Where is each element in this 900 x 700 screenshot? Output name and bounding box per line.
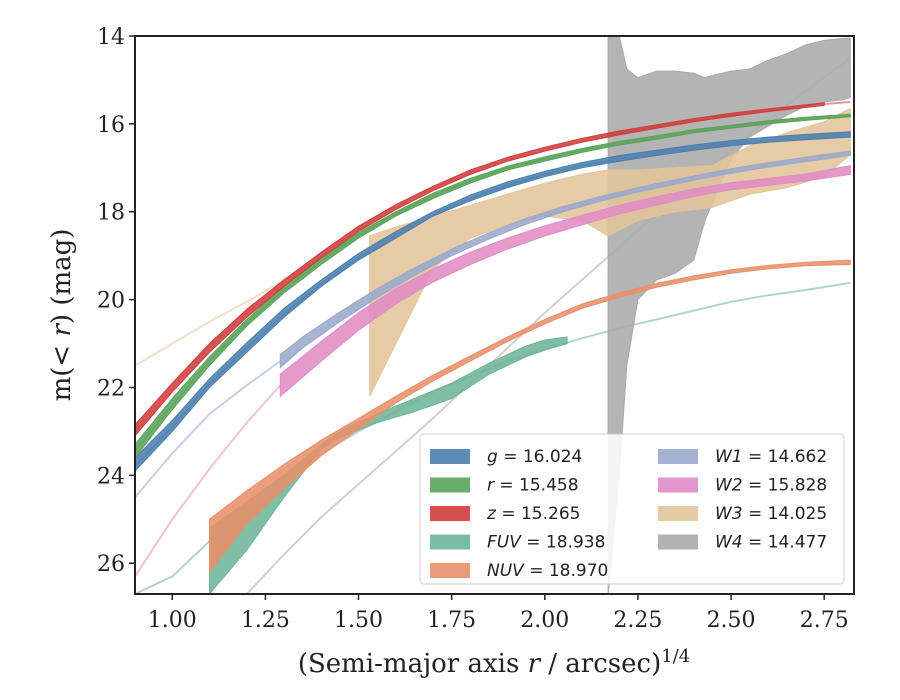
series-z-band [135, 102, 825, 437]
plot-frame [134, 35, 855, 595]
y-tick-label: 26 [97, 552, 125, 577]
series-w2-extrapolation [135, 384, 282, 577]
y-tick-label: 18 [97, 201, 125, 226]
series-r-band [135, 113, 851, 459]
series-nuv-band [209, 259, 851, 574]
x-tick-label: 1.75 [427, 608, 476, 633]
y-tick-label: 16 [97, 113, 125, 138]
axis-ticks: 1.00 1.25 1.50 1.75 2.00 2.25 2.50 2.75 14 16 18 20… [97, 25, 849, 633]
x-axis-label: (Semi-major axis r / arcsec)1/4 [298, 646, 690, 679]
series-w1-band [279, 150, 851, 369]
plot-area [135, 36, 851, 594]
legend: g = 16.024 r = 15.458 z = 15.265 FUV = 18.9… [419, 433, 845, 585]
legend-entry-w4: W4 = 14.477 [658, 533, 827, 553]
legend-swatch-w1 [658, 449, 698, 464]
legend-entry-w1: W1 = 14.662 [658, 447, 827, 467]
x-tick-label: 2.25 [613, 608, 662, 633]
legend-label-w3: W3 = 14.025 [715, 504, 827, 524]
x-tick-label: 1.25 [241, 608, 290, 633]
legend-swatch-r [430, 477, 470, 493]
legend-label-w2: W2 = 15.828 [715, 476, 827, 496]
legend-swatch-fuv [430, 534, 470, 550]
legend-entry-nuv: NUV = 18.970 [430, 561, 608, 581]
legend-label-z: z = 15.265 [486, 504, 580, 524]
legend-swatch-g [430, 449, 470, 464]
legend-swatch-w4 [658, 534, 698, 550]
legend-swatch-z [430, 506, 470, 521]
x-tick-label: 2.50 [707, 608, 756, 633]
y-tick-label: 20 [97, 289, 125, 314]
legend-label-g: g = 16.024 [487, 447, 582, 467]
legend-swatch-w2 [658, 477, 698, 493]
y-tick-label: 24 [97, 464, 125, 489]
y-tick-label: 14 [97, 25, 125, 50]
series-z-extrapolation [824, 100, 851, 106]
legend-swatch-w3 [658, 506, 698, 521]
x-tick-label: 1.00 [148, 608, 197, 633]
legend-entry-z: z = 15.265 [430, 504, 580, 524]
legend-label-w1: W1 = 14.662 [715, 447, 827, 467]
legend-entry-r: r = 15.458 [430, 476, 579, 496]
legend-entry-g: g = 16.024 [430, 447, 582, 467]
y-axis-label: m(< r) (mag) [47, 229, 77, 402]
legend-label-r: r = 15.458 [487, 476, 579, 496]
series-g-band [135, 131, 851, 472]
legend-entry-w3: W3 = 14.025 [658, 504, 827, 524]
series-w2-band [279, 164, 851, 398]
legend-label-fuv: FUV = 18.938 [487, 533, 605, 553]
series-w1-extrapolation [135, 360, 281, 498]
legend-label-nuv: NUV = 18.970 [487, 561, 608, 581]
legend-swatch-nuv [430, 563, 470, 578]
y-tick-label: 22 [97, 376, 125, 401]
legend-label-w4: W4 = 14.477 [715, 533, 827, 553]
x-tick-label: 2.75 [800, 608, 849, 633]
x-tick-label: 2.00 [520, 608, 569, 633]
legend-box [419, 433, 845, 585]
x-tick-label: 1.50 [334, 608, 383, 633]
legend-entry-fuv: FUV = 18.938 [430, 533, 605, 553]
legend-entry-w2: W2 = 15.828 [658, 476, 827, 496]
